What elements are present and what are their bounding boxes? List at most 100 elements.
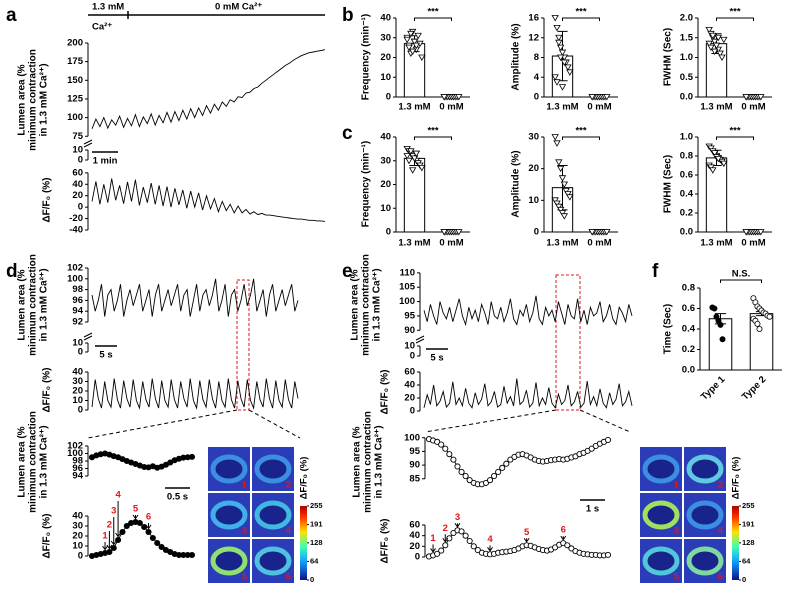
data-point [555,34,563,42]
y-axis-label: minimum contraction [28,411,39,513]
data-point [499,464,506,471]
data-point [458,528,465,535]
data-point [410,155,419,162]
data-point [556,206,565,214]
data-point [141,523,148,531]
x-tick-label: 1.3 mM [546,238,578,249]
data-point [553,79,561,86]
tissue-ring [210,546,248,576]
y-axis-label: in 1.3 mM Ca²⁺) [374,425,385,498]
y-tick-label: 0 [386,227,391,238]
data-point [558,84,567,91]
colorbar [300,506,307,580]
y-tick-label: 40 [380,13,391,24]
arrow-label: 5 [133,504,139,515]
y-tick-label: 20 [72,531,83,542]
y-axis-label: ΔF/F₀ (%) [42,177,53,222]
y-tick-label: 2.0 [680,13,693,24]
data-point [707,44,715,52]
scale-bar-label: 5 s [99,350,112,361]
significance-bracket [414,17,452,21]
y-tick-label: 0 [410,351,415,362]
y-tick-label: 110 [400,267,415,278]
y-tick-label: 105 [399,282,416,293]
arrow-label: 3 [455,512,460,523]
data-point [466,537,473,545]
y-tick-label: 98 [72,284,83,295]
arrow-label: 1 [430,533,436,544]
frame-number: 5 [242,572,248,583]
data-point [555,39,563,47]
data-point [717,321,724,328]
y-tick-label: 8 [534,52,539,63]
y-axis-label: Lumen area (% [352,426,363,497]
arrow [132,514,139,520]
colorbar-tick-label: 128 [742,538,755,547]
arrow [523,537,530,543]
tissue-ring [642,500,680,530]
break-mark [83,332,93,341]
y-tick-label: 95 [404,310,415,321]
data-point [158,543,165,551]
tissue-ring [686,546,724,576]
y-axis-label: Frequency (min⁻¹) [361,14,372,100]
data-point [720,160,728,168]
frame-number: 6 [286,572,291,583]
arrow [454,523,461,528]
tissue-ring [642,546,680,576]
data-point [766,313,773,320]
frame-number: 2 [286,480,291,491]
data-point [714,155,723,163]
frame-number: 3 [242,526,247,537]
data-point [709,32,717,40]
x-tick-label: 0 mM [587,102,611,113]
data-point [710,150,719,157]
panel-label: c [342,123,353,144]
y-tick-label: 16 [528,13,539,24]
x-tick-label: 0 mM [741,102,765,113]
data-point [588,445,595,452]
data-point [455,94,463,101]
data-point [149,534,156,542]
y-tick-label: 0 [410,406,415,417]
y-axis-label: in 1.3 mM Ca²⁺) [39,425,50,498]
y-axis-label: Lumen area (% [17,269,28,340]
y-axis-label: Frequency (min⁻¹) [361,141,372,227]
y-tick-label: 10 [72,338,83,349]
zoom-box [555,274,581,411]
y-tick-label: 10 [72,541,83,552]
y-tick-label: 20 [72,190,83,201]
data-point [710,38,719,46]
y-tick-label: 4 [534,72,540,83]
y-tick-label: 1.0 [680,132,693,143]
data-point [412,150,421,158]
frame-number: 1 [242,480,248,491]
data-point [410,38,419,46]
data-point [710,48,719,56]
y-tick-label: 0.6 [682,303,695,314]
data-point [556,165,565,173]
frame-number: 5 [674,572,680,583]
y-tick-label: 30 [380,32,391,43]
trace [91,49,326,130]
significance-label: *** [575,7,586,18]
data-point [705,26,713,34]
data-point [754,320,761,327]
zoom-line [579,409,631,433]
y-tick-label: 96 [72,463,83,474]
panel-label: d [6,261,18,282]
data-point [188,453,196,460]
colorbar-label: ΔF/F₀ (%) [299,457,310,500]
y-tick-label: 90 [404,325,415,336]
data-point [558,49,567,57]
data-point [470,543,477,550]
break-mark [83,139,93,148]
data-point [438,547,445,554]
data-point [566,69,574,76]
data-point [562,187,570,195]
data-point [414,32,422,40]
data-point [564,542,571,549]
data-point [491,473,498,480]
